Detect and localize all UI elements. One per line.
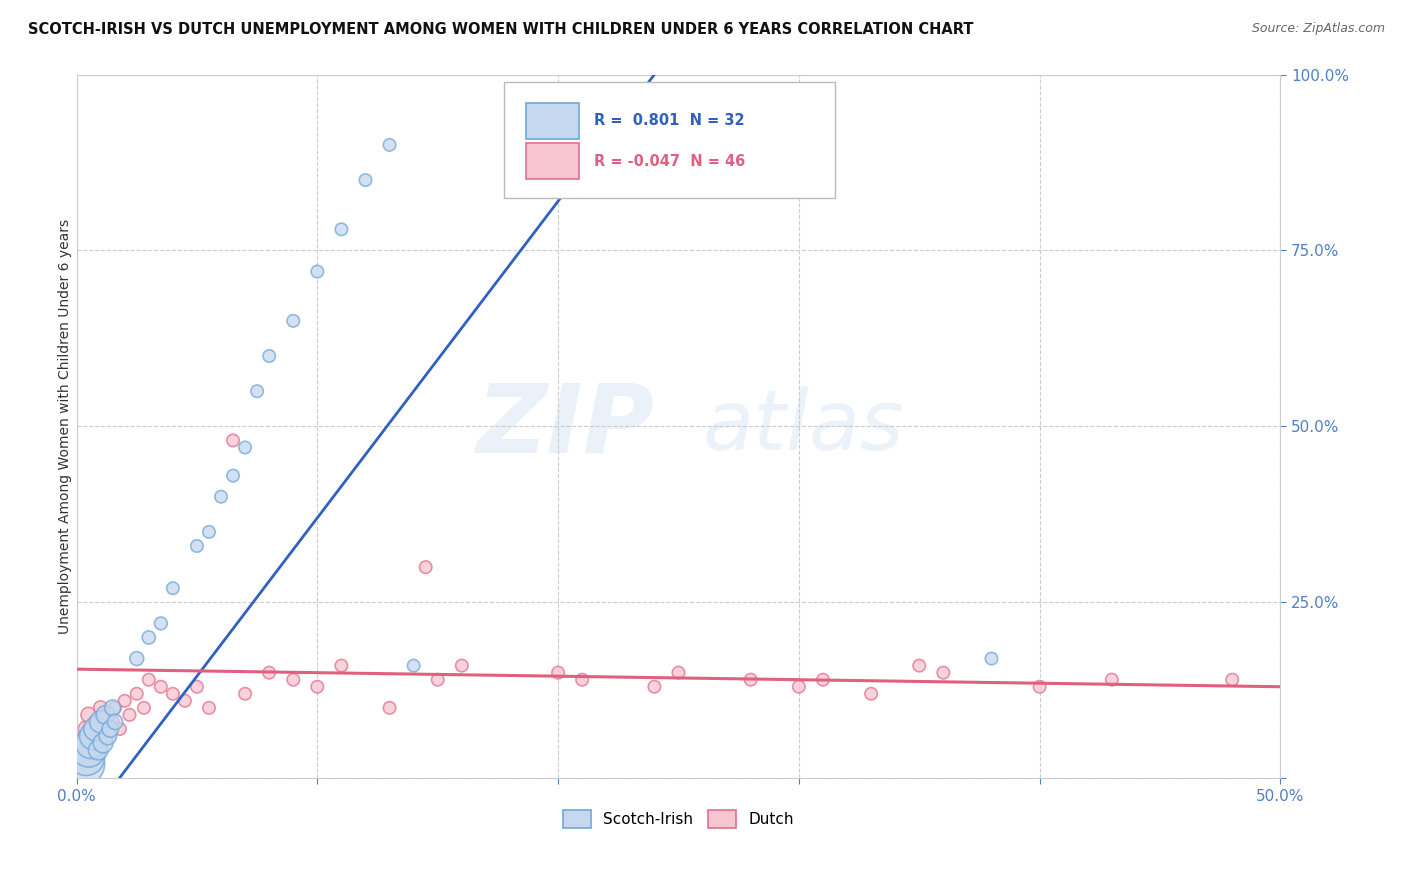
Point (198, 701, 221, 715)
Point (125, 687, 148, 701)
Point (787, 680, 810, 694)
Point (932, 665, 955, 680)
Point (162, 687, 184, 701)
Text: atlas: atlas (703, 386, 904, 467)
Point (402, 658, 425, 673)
Y-axis label: Unemployment Among Women with Children Under 6 years: Unemployment Among Women with Children U… (59, 219, 73, 634)
Point (547, 665, 569, 680)
Point (75, 722, 97, 736)
Point (108, 722, 131, 736)
Point (980, 651, 1002, 665)
Point (101, 714, 124, 729)
Point (174, 694, 197, 708)
Point (77, 707, 100, 722)
Point (101, 701, 124, 715)
Point (246, 384, 269, 399)
Point (73, 757, 96, 772)
Legend: Scotch-Irish, Dutch: Scotch-Irish, Dutch (557, 804, 800, 834)
Point (138, 673, 160, 687)
Point (91, 722, 114, 736)
Point (283, 673, 305, 687)
Point (1028, 680, 1050, 694)
Point (186, 680, 208, 694)
Point (1220, 673, 1243, 687)
Point (222, 468, 245, 483)
Point (84, 722, 107, 736)
Point (125, 651, 148, 665)
Point (80, 729, 103, 743)
Point (643, 680, 665, 694)
Point (257, 665, 280, 680)
Point (668, 665, 690, 680)
Point (415, 560, 437, 574)
Point (283, 314, 305, 328)
Point (132, 701, 155, 715)
Point (90, 701, 112, 715)
FancyBboxPatch shape (503, 81, 835, 198)
Point (908, 658, 931, 673)
Point (571, 673, 593, 687)
Point (198, 524, 221, 539)
Point (90, 714, 112, 729)
Point (77, 743, 100, 757)
Point (233, 687, 256, 701)
Point (94, 707, 117, 722)
Point (84, 714, 107, 729)
Point (330, 658, 353, 673)
Point (426, 673, 449, 687)
Point (811, 673, 834, 687)
Point (186, 539, 208, 553)
Point (354, 173, 377, 187)
Point (740, 673, 762, 687)
Point (149, 616, 172, 631)
Point (378, 701, 401, 715)
Point (104, 714, 127, 729)
Point (80, 736, 103, 750)
Point (330, 222, 353, 236)
Point (307, 680, 329, 694)
Text: ZIP: ZIP (477, 380, 654, 473)
Text: Source: ZipAtlas.com: Source: ZipAtlas.com (1251, 22, 1385, 36)
Point (860, 687, 883, 701)
Point (1101, 673, 1123, 687)
Point (87, 743, 110, 757)
Text: R = -0.047  N = 46: R = -0.047 N = 46 (595, 153, 745, 169)
Point (87, 736, 110, 750)
Text: R =  0.801  N = 32: R = 0.801 N = 32 (595, 113, 745, 128)
Point (70, 736, 93, 750)
Point (138, 631, 160, 645)
Point (75, 750, 97, 764)
Point (98, 722, 121, 736)
Point (209, 490, 232, 504)
Point (91, 736, 114, 750)
Point (94, 707, 117, 722)
Point (149, 680, 172, 694)
Point (82, 729, 104, 743)
Point (114, 694, 136, 708)
Text: SCOTCH-IRISH VS DUTCH UNEMPLOYMENT AMONG WOMEN WITH CHILDREN UNDER 6 YEARS CORRE: SCOTCH-IRISH VS DUTCH UNEMPLOYMENT AMONG… (28, 22, 973, 37)
Point (307, 264, 329, 278)
Point (162, 581, 184, 595)
Point (233, 441, 256, 455)
FancyBboxPatch shape (526, 103, 578, 139)
Point (97, 729, 120, 743)
FancyBboxPatch shape (526, 143, 578, 179)
Point (378, 137, 401, 152)
Point (257, 349, 280, 363)
Point (97, 729, 120, 743)
Point (104, 701, 127, 715)
Point (222, 434, 245, 448)
Point (450, 658, 472, 673)
Point (118, 707, 141, 722)
